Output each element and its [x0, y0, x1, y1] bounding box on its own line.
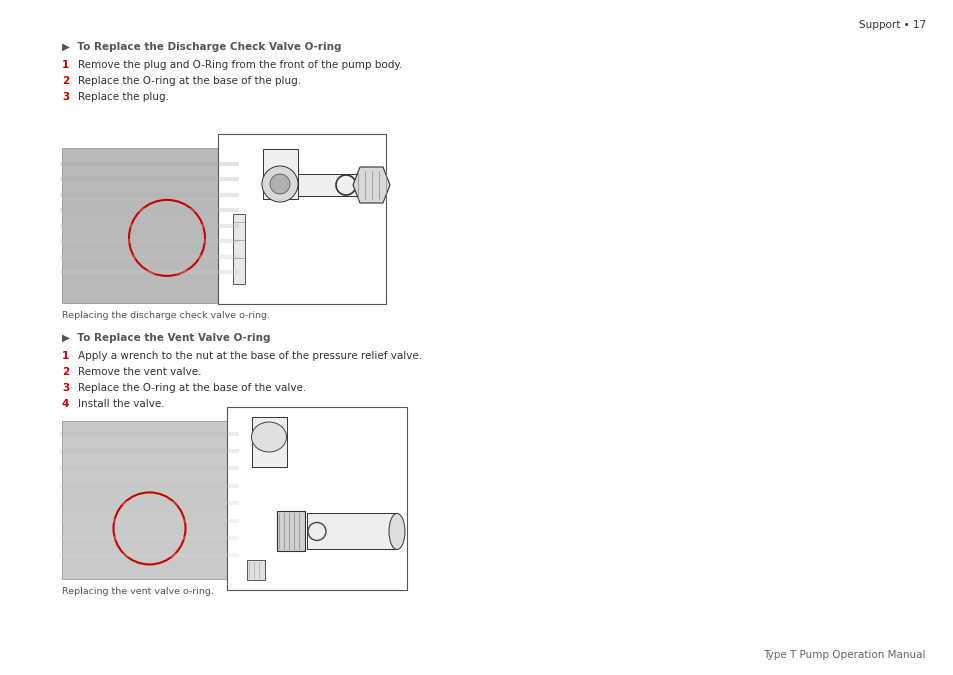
Bar — [263, 149, 297, 199]
Text: Apply a wrench to the nut at the base of the pressure relief valve.: Apply a wrench to the nut at the base of… — [78, 351, 421, 361]
Text: Replacing the vent valve o-ring.: Replacing the vent valve o-ring. — [62, 587, 213, 596]
Text: ▶  To Replace the Discharge Check Valve O-ring: ▶ To Replace the Discharge Check Valve O… — [62, 42, 341, 52]
Bar — [297, 174, 377, 196]
Text: Replacing the discharge check valve o-ring.: Replacing the discharge check valve o-ri… — [62, 311, 270, 320]
Text: 4: 4 — [62, 399, 70, 409]
Circle shape — [262, 166, 297, 202]
Bar — [233, 214, 245, 284]
Text: ▶  To Replace the Vent Valve O-ring: ▶ To Replace the Vent Valve O-ring — [62, 333, 271, 343]
Text: Support • 17: Support • 17 — [858, 20, 925, 30]
Bar — [252, 417, 287, 467]
Bar — [218, 134, 386, 304]
Ellipse shape — [252, 422, 286, 452]
Text: Remove the vent valve.: Remove the vent valve. — [78, 367, 201, 377]
Circle shape — [270, 174, 290, 194]
Bar — [227, 407, 407, 590]
Text: Replace the O-ring at the base of the plug.: Replace the O-ring at the base of the pl… — [78, 76, 301, 86]
Bar — [62, 421, 236, 579]
Text: 3: 3 — [62, 383, 70, 393]
Bar — [247, 560, 265, 580]
Text: 2: 2 — [62, 367, 70, 377]
Text: Type T Pump Operation Manual: Type T Pump Operation Manual — [762, 650, 925, 660]
Polygon shape — [353, 167, 390, 203]
Bar — [307, 514, 396, 549]
Ellipse shape — [389, 514, 405, 549]
Text: 1: 1 — [62, 60, 70, 70]
Text: 2: 2 — [62, 76, 70, 86]
Text: Replace the O-ring at the base of the valve.: Replace the O-ring at the base of the va… — [78, 383, 306, 393]
Text: 3: 3 — [62, 92, 70, 102]
Text: Remove the plug and O-Ring from the front of the pump body.: Remove the plug and O-Ring from the fron… — [78, 60, 402, 70]
Text: Install the valve.: Install the valve. — [78, 399, 165, 409]
Text: 1: 1 — [62, 351, 70, 361]
Text: Replace the plug.: Replace the plug. — [78, 92, 169, 102]
Bar — [62, 148, 236, 303]
Bar — [276, 512, 305, 551]
